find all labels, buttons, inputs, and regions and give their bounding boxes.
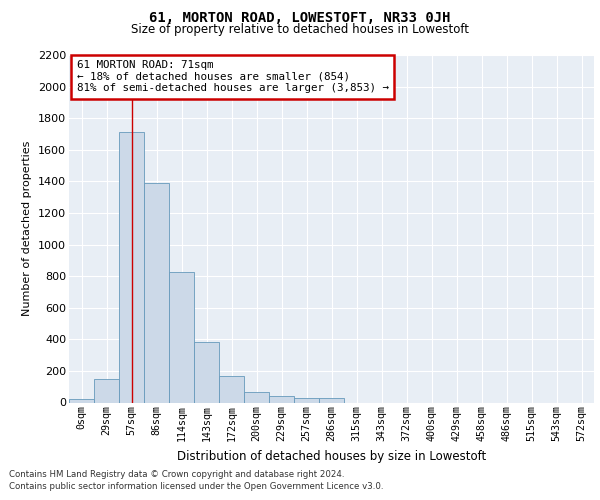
Bar [144,183,169,402]
Bar [269,396,294,402]
Bar [319,398,344,402]
Text: 61 MORTON ROAD: 71sqm
← 18% of detached houses are smaller (854)
81% of semi-det: 61 MORTON ROAD: 71sqm ← 18% of detached … [77,60,389,94]
Bar [69,400,94,402]
Text: Contains HM Land Registry data © Crown copyright and database right 2024.: Contains HM Land Registry data © Crown c… [9,470,344,479]
Bar [119,132,144,402]
Text: Contains public sector information licensed under the Open Government Licence v3: Contains public sector information licen… [9,482,383,491]
Bar [169,272,194,402]
Bar [94,379,119,402]
Bar [219,376,244,402]
Text: Size of property relative to detached houses in Lowestoft: Size of property relative to detached ho… [131,22,469,36]
Y-axis label: Number of detached properties: Number of detached properties [22,141,32,316]
Text: 61, MORTON ROAD, LOWESTOFT, NR33 0JH: 61, MORTON ROAD, LOWESTOFT, NR33 0JH [149,11,451,25]
X-axis label: Distribution of detached houses by size in Lowestoft: Distribution of detached houses by size … [177,450,486,462]
Bar [294,398,319,402]
Bar [194,342,219,402]
Bar [244,392,269,402]
